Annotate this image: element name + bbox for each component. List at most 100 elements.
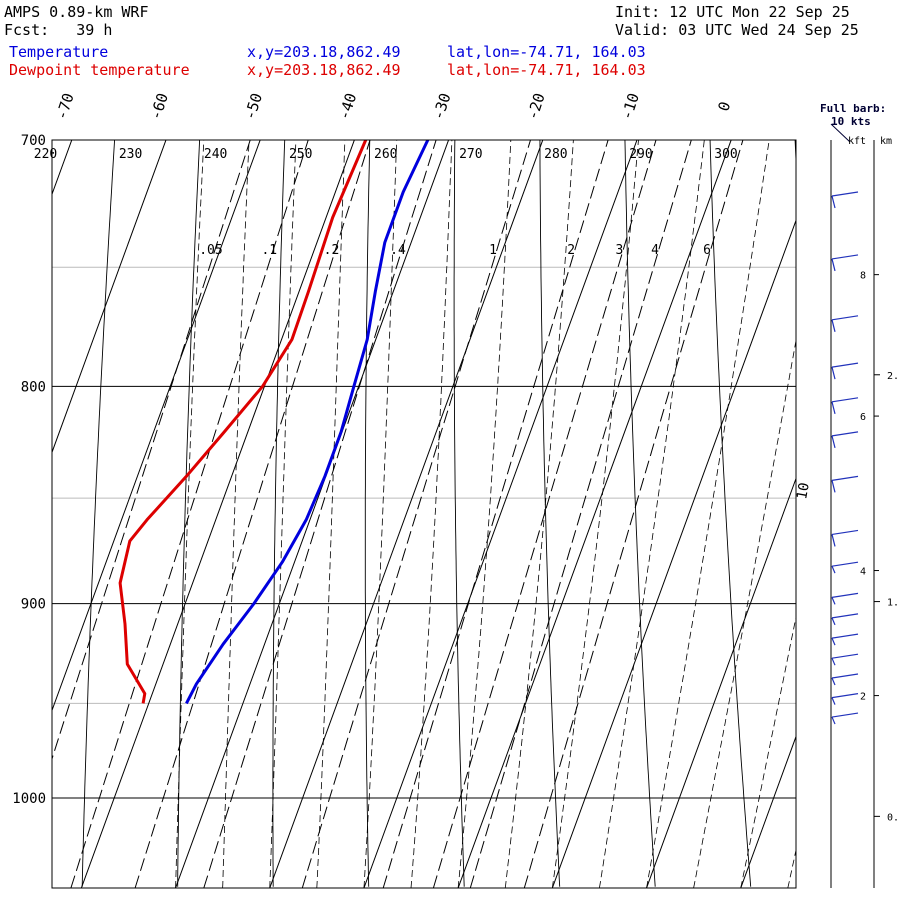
isotherm-label: -50: [241, 91, 266, 122]
wind-barb: [831, 613, 859, 626]
isobar-label-900: 900: [21, 597, 46, 613]
isotherm-label: -70: [52, 91, 77, 122]
wind-barb: [831, 475, 859, 493]
dry-adiabat-label: 220: [34, 147, 57, 162]
dry-adiabat-line: [81, 140, 116, 887]
dry-adiabat-label: 250: [289, 147, 312, 162]
moist-adiabat-line: [599, 140, 705, 888]
mixing-ratio-line: [301, 140, 532, 888]
model-title: AMPS 0.89-km WRF: [4, 3, 149, 21]
isotherm-label: -40: [335, 91, 360, 122]
kft-axis-label: kft: [848, 136, 866, 147]
isotherm-label: -30: [429, 91, 454, 122]
mixing-ratio-label: 2: [567, 243, 575, 258]
isobar-label-800: 800: [21, 379, 46, 395]
wind-barb-staff: [831, 315, 859, 321]
isotherm-line: [363, 140, 638, 888]
kft-tick-label: 1.: [887, 598, 899, 609]
km-tick-label: 8: [860, 271, 866, 282]
wind-barb-staff: [831, 254, 859, 260]
km-tick-label: 4: [860, 567, 866, 578]
wind-barb-flag: [831, 401, 836, 414]
isotherm-line: [457, 140, 732, 888]
mixing-ratio-line: [203, 140, 437, 888]
wind-barb: [831, 254, 859, 272]
wind-barb-staff: [831, 475, 859, 481]
dry-adiabat-label: 270: [459, 147, 482, 162]
dry-adiabat-line: [453, 140, 465, 887]
wind-barb: [831, 431, 859, 449]
isotherm-line: [52, 140, 167, 454]
isobar-label-700: 700: [21, 133, 46, 149]
dry-adiabat-line: [624, 140, 656, 887]
barb-legend-line1: Full barb:: [820, 102, 886, 115]
moist-adiabat-line: [835, 87, 900, 889]
isotherm-label: -20: [523, 91, 548, 122]
isotherm-line: [646, 477, 796, 888]
dewpoint-xy: x,y=203.18,862.49: [247, 61, 401, 79]
isotherm-label: 0: [714, 99, 734, 113]
mixing-ratio-label: 3: [616, 243, 624, 258]
plot-frame: [51, 139, 797, 889]
wind-barb-flag: [831, 534, 836, 547]
wind-barb-staff: [831, 613, 859, 619]
wind-barb-flag: [831, 716, 836, 725]
valid-time: Valid: 03 UTC Wed 24 Sep 25: [615, 21, 859, 39]
barb-legend-sample: [830, 123, 851, 143]
dewpoint-latlon: lat,lon=-74.71, 164.03: [447, 61, 646, 79]
km-tick-label: 6: [860, 412, 866, 423]
moist-adiabat-line: [693, 338, 796, 888]
wind-barb-staff: [831, 397, 859, 403]
wind-barb-flag: [831, 319, 836, 332]
dry-adiabat-line: [0, 138, 30, 887]
temperature-latlon: lat,lon=-74.71, 164.03: [447, 43, 646, 61]
wind-barb-staff: [831, 561, 859, 567]
wind-barb-flag: [831, 637, 836, 646]
moist-adiabat-line: [551, 140, 639, 888]
dry-adiabat-label: 280: [544, 147, 567, 162]
kft-tick-label: 2.: [887, 371, 899, 382]
isotherm-label: -60: [146, 91, 171, 122]
wind-barb: [831, 529, 859, 547]
wind-barb-staff: [831, 592, 859, 598]
mixing-ratio-line: [134, 140, 371, 888]
mixing-ratio-label: 4: [651, 243, 659, 258]
wind-barb: [831, 673, 859, 686]
dry-adiabat-label: 240: [204, 147, 227, 162]
dry-adiabat-label: 260: [374, 147, 397, 162]
wind-barb-flag: [831, 597, 836, 605]
mixing-ratio-line: [469, 140, 692, 888]
moist-adiabat-line: [410, 140, 453, 888]
moist-adiabat-line: [175, 140, 205, 888]
km-tick-label: 2: [860, 692, 866, 703]
wind-barb: [831, 561, 859, 574]
wind-barb: [831, 633, 859, 646]
wind-barb-staff: [831, 633, 859, 639]
wind-barb: [831, 191, 859, 209]
mixing-ratio-label: 1: [489, 243, 497, 258]
dewpoint-profile-line: [118, 140, 368, 704]
kft-tick-label: 0.: [887, 812, 899, 823]
mixing-ratio-line: [382, 140, 609, 888]
isotherm-line: [52, 140, 73, 196]
wind-barb-staff: [831, 191, 859, 197]
wind-barb-flag: [831, 565, 836, 574]
dry-adiabat-line: [709, 140, 752, 887]
wind-barb-flag: [831, 480, 836, 493]
dry-adiabat-label: 300: [714, 147, 737, 162]
wind-barb: [831, 362, 859, 380]
wind-barb-flag: [831, 195, 836, 209]
wind-barb-flag: [831, 366, 836, 380]
wind-barb-flag: [831, 258, 836, 272]
forecast-hour: Fcst: 39 h: [4, 21, 113, 39]
km-axis-label: km: [880, 136, 892, 147]
wind-barb-flag: [831, 657, 836, 666]
wind-barb-staff: [831, 712, 859, 718]
dry-adiabat-line: [177, 140, 201, 887]
wind-barb-flag: [831, 435, 836, 449]
barb-legend-line2: 10 kts: [831, 115, 871, 128]
mixing-ratio-label: .1: [261, 243, 277, 258]
isotherm-line: [175, 140, 450, 888]
dry-adiabat-line: [880, 138, 900, 887]
